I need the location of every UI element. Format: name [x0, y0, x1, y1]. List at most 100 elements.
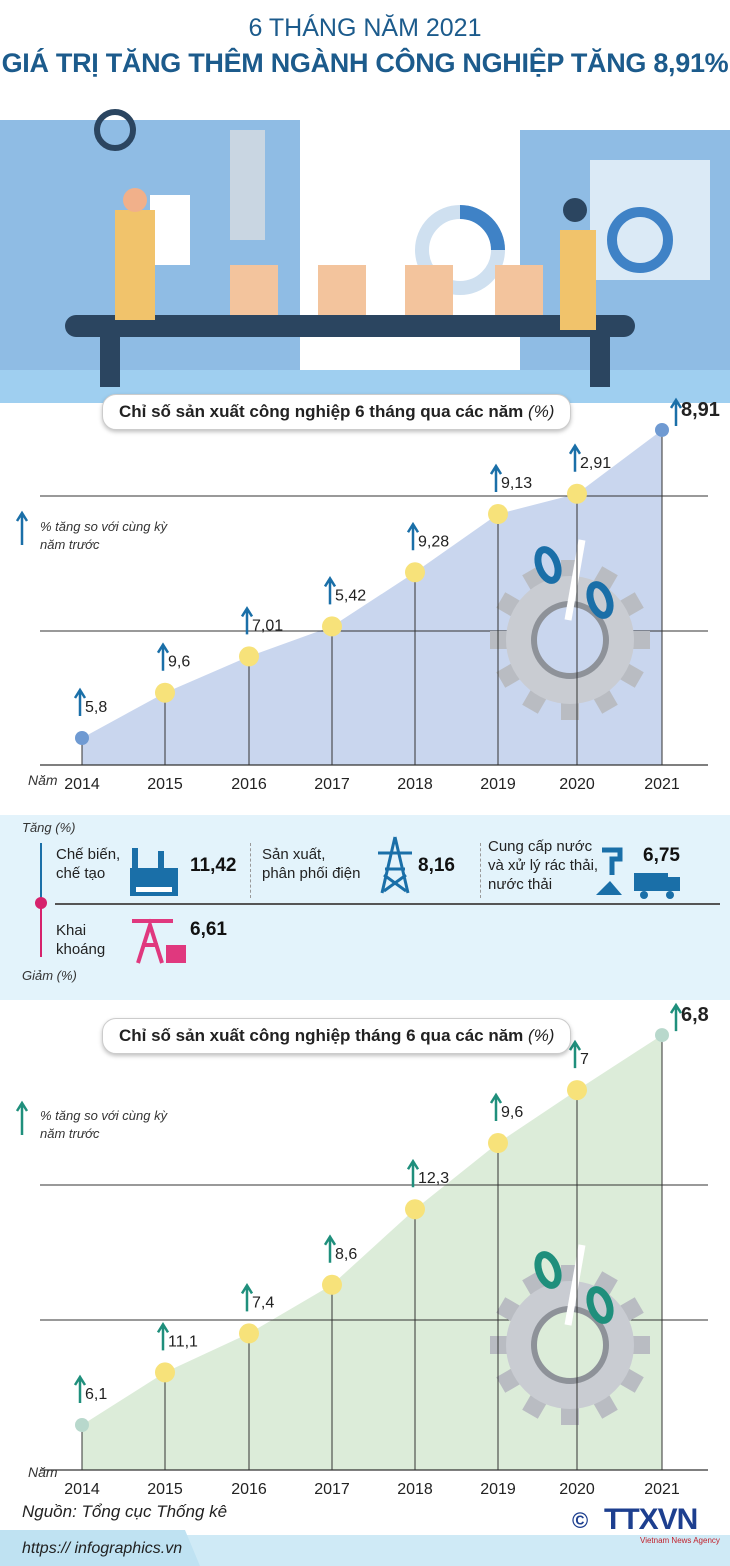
percent-icon [564, 1244, 586, 1326]
data-point-2014 [75, 1418, 89, 1432]
copyright-icon: © [572, 1508, 589, 1533]
data-label: 6,8 [681, 1004, 709, 1026]
up-arrow-icon [240, 1283, 254, 1312]
x-tick-label: 2014 [64, 776, 100, 793]
up-arrow-icon [156, 1322, 170, 1351]
x-tick-label: 2017 [314, 776, 350, 793]
data-label: 2,91 [580, 455, 611, 472]
factory-icon [130, 848, 178, 896]
down-label: Giảm (%) [22, 968, 77, 983]
data-label: 5,42 [335, 587, 366, 604]
x-tick-label: 2020 [559, 776, 595, 793]
chart2-xlabel: Năm [28, 1464, 58, 1480]
chart2-legend: % tăng so với cùng kỳ năm trước [40, 1108, 168, 1141]
up-arrow-icon [156, 642, 170, 671]
sector-label: chế tạo [56, 865, 106, 882]
data-point-2018 [405, 562, 425, 583]
percent-icon [564, 539, 586, 621]
x-tick-label: 2019 [480, 1481, 516, 1498]
data-label: 12,3 [418, 1170, 449, 1187]
sector-label: Khai [56, 922, 87, 939]
ttxvn-logo-sub: Vietnam News Agency [640, 1536, 720, 1545]
data-point-2018 [405, 1199, 425, 1220]
data-label: 7,01 [252, 617, 283, 634]
power-tower-icon [378, 836, 412, 894]
chart1-title: Chỉ số sản xuất công nghiệp 6 tháng qua … [102, 394, 572, 430]
sector-mining: Khai khoáng [56, 921, 105, 959]
water-truck-icon [596, 847, 680, 899]
data-point-2021 [655, 422, 669, 437]
up-arrow-icon [73, 1374, 87, 1403]
source: Nguồn: Tổng cục Thống kê [22, 1502, 228, 1521]
chart1-title-text: Chỉ số sản xuất công nghiệp 6 tháng qua … [119, 402, 524, 421]
data-point-2015 [155, 682, 175, 703]
data-point-2020 [567, 1080, 587, 1101]
data-label: 7 [580, 1051, 589, 1068]
sector-label: và xử lý rác thải, [488, 857, 599, 874]
chart2-title-unit: (%) [528, 1026, 555, 1045]
divider [55, 903, 720, 905]
sector-panel: Tăng (%) Giảm (%) Chế biến, chế tạo 11,42… [0, 815, 730, 1000]
separator [250, 843, 251, 898]
legend-arrow-icon [15, 1100, 29, 1135]
data-label: 9,28 [418, 533, 449, 550]
sector-label: Cung cấp nước [488, 838, 593, 855]
up-arrow-icon [406, 1158, 420, 1188]
x-tick-label: 2018 [397, 1481, 433, 1498]
x-tick-label: 2014 [64, 1481, 100, 1498]
up-arrow-icon [489, 463, 503, 493]
axis-dot [35, 897, 47, 909]
data-point-2016 [239, 1323, 259, 1344]
data-label: 9,6 [501, 1104, 523, 1121]
up-arrow-icon [40, 843, 42, 901]
data-point-2017 [322, 1274, 342, 1295]
x-tick-label: 2016 [231, 1481, 267, 1498]
data-point-2020 [567, 483, 587, 504]
data-point-2019 [488, 504, 508, 525]
subtitle: 6 THÁNG NĂM 2021 [248, 14, 482, 42]
sector-value: 8,16 [418, 855, 455, 876]
data-label: 7,4 [252, 1294, 274, 1311]
separator [480, 843, 481, 898]
percent-icon [534, 546, 562, 584]
percent-icon [586, 1286, 614, 1324]
sector-label: nước thải [488, 876, 553, 893]
up-arrow-icon [489, 1092, 503, 1122]
data-label: 9,6 [168, 654, 190, 671]
up-arrow-icon [323, 576, 337, 605]
footer-tab [0, 1530, 200, 1566]
up-label: Tăng (%) [22, 820, 76, 835]
data-point-2015 [155, 1362, 175, 1383]
up-arrow-icon [568, 443, 582, 472]
data-point-2016 [239, 646, 259, 667]
up-arrow-icon [568, 1039, 582, 1069]
sector-value: 6,61 [190, 919, 227, 940]
up-arrow-icon [669, 1002, 683, 1032]
percent-icon [586, 581, 614, 619]
x-tick-label: 2016 [231, 776, 267, 793]
website-link[interactable]: https:// infographics.vn [22, 1540, 183, 1557]
x-tick-label: 2020 [559, 1481, 595, 1498]
up-arrow-icon [323, 1234, 337, 1263]
sector-value: 6,75 [643, 845, 680, 866]
x-tick-label: 2015 [147, 1481, 183, 1498]
up-arrow-icon [73, 687, 87, 716]
sector-label: Sản xuất, [262, 846, 326, 863]
data-point-2017 [322, 616, 342, 637]
sector-value: 11,42 [190, 855, 237, 876]
chart1-area [82, 429, 662, 765]
factory-illustration [0, 109, 730, 403]
data-label: 8,91 [681, 399, 720, 421]
sector-manufacturing: Chế biến, chế tạo [56, 845, 120, 883]
data-label: 11,1 [168, 1333, 198, 1350]
chart1-title-unit: (%) [528, 402, 555, 421]
up-arrow-icon [406, 521, 420, 551]
data-point-2014 [75, 731, 89, 745]
ttxvn-logo: TTXVN [604, 1503, 698, 1536]
data-label: 9,13 [501, 475, 532, 492]
x-tick-label: 2017 [314, 1481, 350, 1498]
oil-pump-icon [132, 918, 186, 964]
up-arrow-icon [669, 397, 683, 426]
sector-label: khoáng [56, 941, 106, 958]
sector-electricity: Sản xuất, phân phối điện [262, 845, 360, 883]
